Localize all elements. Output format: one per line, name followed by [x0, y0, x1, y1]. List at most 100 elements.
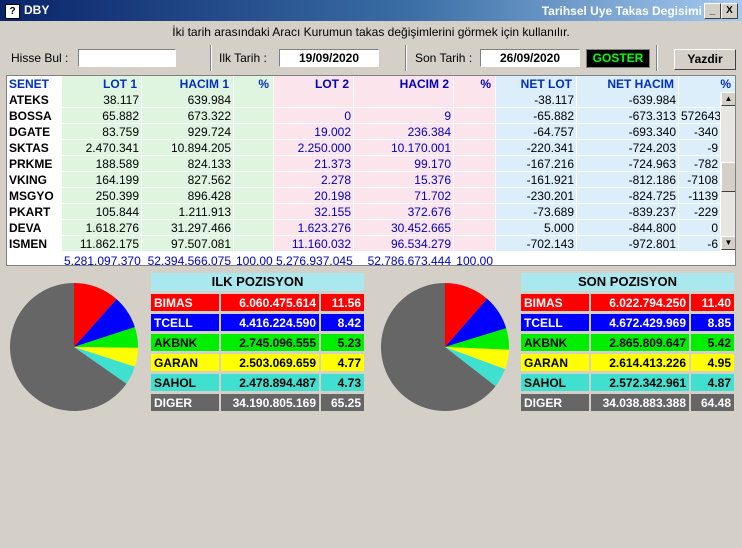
first-position-panel: ILK POZISYON BIMAS 6.060.475.614 11.56 TCEL… [151, 273, 364, 413]
table-row[interactable]: PRKME 188.589 824.133 21.373 99.170 -167.216-… [7, 156, 721, 172]
position-name: BIMAS [151, 294, 221, 312]
pie-slice-diger [9, 283, 127, 411]
total-cell [496, 253, 577, 265]
show-button[interactable]: GOSTER [586, 49, 650, 68]
table-cell: 30.452.665 [354, 220, 454, 236]
table-row[interactable]: DEVA 1.618.276 31.297.466 1.623.276 30.452.6… [7, 220, 721, 236]
column-header[interactable]: LOT 1 [62, 76, 142, 92]
last-position-pie-chart [381, 283, 509, 411]
table-cell [234, 236, 274, 252]
column-header[interactable]: NET HACIM [577, 76, 679, 92]
position-row[interactable]: GARAN 2.614.413.226 4.95 [521, 354, 734, 372]
total-cell: 52.394.566.075 [142, 253, 234, 265]
position-percent: 4.95 [691, 354, 734, 372]
table-row[interactable]: MSGYO 250.399 896.428 20.198 71.702 -230.201-… [7, 188, 721, 204]
column-header[interactable]: HACIM 1 [142, 76, 234, 92]
window-title: Tarihsel Uye Takas Degisimi [541, 4, 702, 18]
table-cell [234, 172, 274, 188]
column-header[interactable]: % [234, 76, 274, 92]
table-cell: 1.211.913 [142, 204, 234, 220]
end-date-field[interactable]: 26/09/2020 [480, 49, 580, 67]
table-cell: 639.984 [142, 92, 234, 108]
table-cell: 2.278 [274, 172, 354, 188]
position-name: GARAN [521, 354, 591, 372]
last-position-panel: SON POZISYON BIMAS 6.022.794.250 11.40 TCEL… [521, 273, 734, 413]
position-value: 2.745.096.555 [221, 334, 321, 352]
table-cell [234, 124, 274, 140]
position-row[interactable]: BIMAS 6.060.475.614 11.56 [151, 294, 364, 312]
table-cell: -229 [679, 204, 721, 220]
minimize-button[interactable]: _ [704, 3, 721, 19]
position-row[interactable]: GARAN 2.503.069.659 4.77 [151, 354, 364, 372]
table-cell: BOSSA [7, 108, 62, 124]
table-row[interactable]: ISMEN 11.862.175 97.507.081 11.160.032 96.53… [7, 236, 721, 252]
position-name: GARAN [151, 354, 221, 372]
separator [405, 45, 407, 71]
table-row[interactable]: VKING 164.199 827.562 2.278 15.376 -161.921 -8… [7, 172, 721, 188]
table-cell: 11.862.175 [62, 236, 142, 252]
close-button[interactable]: X [721, 3, 738, 19]
table-cell: 31.297.466 [142, 220, 234, 236]
table-cell: ISMEN [7, 236, 62, 252]
position-row[interactable]: SAHOL 2.478.894.487 4.73 [151, 374, 364, 392]
column-header[interactable]: SENET [7, 76, 62, 92]
table-cell: -230.201 [496, 188, 577, 204]
table-row[interactable]: DGATE 83.759 929.724 19.002 236.384 -64.757 -6… [7, 124, 721, 140]
up-arrow-icon[interactable]: ▲ [721, 92, 735, 106]
scroll-thumb[interactable] [721, 162, 735, 192]
column-header[interactable]: HACIM 2 [354, 76, 454, 92]
position-row[interactable]: SAHOL 2.572.342.961 4.87 [521, 374, 734, 392]
position-percent: 4.87 [691, 374, 734, 392]
position-row[interactable]: BIMAS 6.022.794.250 11.40 [521, 294, 734, 312]
column-header[interactable]: LOT 2 [274, 76, 354, 92]
table-cell [454, 204, 496, 220]
total-cell [577, 253, 679, 265]
table-cell [234, 108, 274, 124]
vertical-scrollbar[interactable]: ▲ ▼ [721, 92, 735, 250]
table-cell: 372.676 [354, 204, 454, 220]
table-row[interactable]: SKTAS 2.470.341 10.894.205 2.250.000 10.170.… [7, 140, 721, 156]
table-cell: 824.133 [142, 156, 234, 172]
table-row[interactable]: ATEKS 38.117 639.984 -38.117 -639.984 [7, 92, 721, 108]
table-cell: -839.237 [577, 204, 679, 220]
table-cell: 10.170.001 [354, 140, 454, 156]
position-value: 6.060.475.614 [221, 294, 321, 312]
position-row[interactable]: DIGER 34.038.883.388 64.48 [521, 394, 734, 412]
table-cell: -340 [679, 124, 721, 140]
print-button[interactable]: Yazdir [674, 49, 736, 70]
app-icon[interactable]: ? [5, 4, 20, 19]
down-arrow-icon[interactable]: ▼ [721, 236, 735, 250]
table-cell [234, 92, 274, 108]
table-row[interactable]: PKART 105.844 1.211.913 32.155 372.676 -73.68… [7, 204, 721, 220]
table-cell: 827.562 [142, 172, 234, 188]
position-row[interactable]: DIGER 34.190.805.169 65.25 [151, 394, 364, 412]
table-cell: -812.186 [577, 172, 679, 188]
column-header[interactable]: NET LOT [496, 76, 577, 92]
column-header[interactable]: % [454, 76, 496, 92]
table-cell: 65.882 [62, 108, 142, 124]
table-cell: -824.725 [577, 188, 679, 204]
start-date-field[interactable]: 19/09/2020 [279, 49, 379, 67]
total-cell: 52.786.673.444 [354, 253, 454, 265]
app-title: DBY [24, 3, 50, 17]
table-cell: 572643 [679, 108, 721, 124]
total-cell [679, 253, 721, 265]
position-value: 4.416.224.590 [221, 314, 321, 332]
column-header[interactable]: % [679, 76, 735, 92]
table-cell: 38.117 [62, 92, 142, 108]
table-cell [234, 140, 274, 156]
table-cell: 71.702 [354, 188, 454, 204]
table-cell: 250.399 [62, 188, 142, 204]
search-input[interactable] [78, 49, 176, 67]
position-percent: 5.42 [691, 334, 734, 352]
table-cell: SKTAS [7, 140, 62, 156]
position-percent: 64.48 [691, 394, 734, 412]
position-row[interactable]: TCELL 4.672.429.969 8.85 [521, 314, 734, 332]
pie-slice-diger [381, 283, 496, 411]
position-row[interactable]: AKBNK 2.745.096.555 5.23 [151, 334, 364, 352]
table-cell: PKART [7, 204, 62, 220]
table-cell: ATEKS [7, 92, 62, 108]
position-row[interactable]: TCELL 4.416.224.590 8.42 [151, 314, 364, 332]
position-row[interactable]: AKBNK 2.865.809.647 5.42 [521, 334, 734, 352]
table-row[interactable]: BOSSA 65.882 673.322 0 9 -65.882 -673.313 57264… [7, 108, 721, 124]
